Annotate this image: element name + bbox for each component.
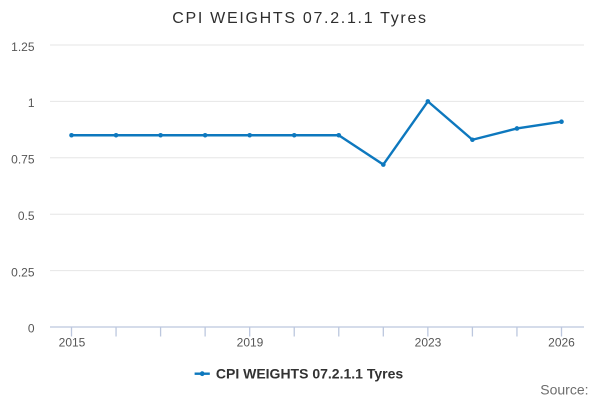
- svg-text:CPI WEIGHTS 07.2.1.1 Tyres: CPI WEIGHTS 07.2.1.1 Tyres: [216, 365, 403, 381]
- svg-text:2023: 2023: [415, 336, 442, 350]
- svg-text:2019: 2019: [237, 336, 264, 350]
- svg-text:1: 1: [28, 96, 35, 110]
- svg-text:1.25: 1.25: [11, 40, 35, 54]
- svg-text:2026: 2026: [548, 336, 575, 350]
- svg-text:2015: 2015: [59, 336, 86, 350]
- svg-text:CPI WEIGHTS 07.2.1.1 Tyres: CPI WEIGHTS 07.2.1.1 Tyres: [172, 10, 428, 27]
- svg-text:0.75: 0.75: [11, 153, 35, 167]
- svg-text:0.25: 0.25: [11, 265, 35, 279]
- svg-text:0.5: 0.5: [18, 209, 35, 223]
- svg-text:Source:: Source:: [540, 381, 588, 397]
- svg-text:0: 0: [28, 322, 35, 336]
